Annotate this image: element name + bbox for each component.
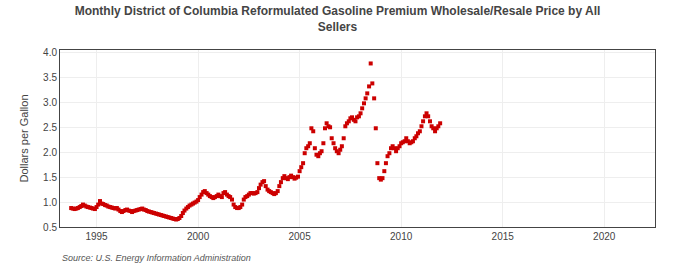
svg-text:2015: 2015: [492, 231, 515, 242]
svg-text:1.5: 1.5: [43, 172, 57, 183]
svg-text:4.0: 4.0: [43, 47, 57, 58]
svg-text:3.0: 3.0: [43, 97, 57, 108]
svg-text:2.5: 2.5: [43, 122, 57, 133]
svg-text:Source: U.S. Energy Informatio: Source: U.S. Energy Information Administ…: [62, 253, 251, 263]
svg-text:2020: 2020: [593, 231, 616, 242]
svg-text:2010: 2010: [390, 231, 413, 242]
svg-text:2.0: 2.0: [43, 147, 57, 158]
svg-text:2000: 2000: [187, 231, 210, 242]
svg-text:1995: 1995: [85, 231, 108, 242]
svg-text:3.5: 3.5: [43, 72, 57, 83]
svg-text:0.5: 0.5: [43, 222, 57, 233]
svg-text:Dollars per Gallon: Dollars per Gallon: [18, 94, 30, 182]
svg-text:1.0: 1.0: [43, 197, 57, 208]
svg-text:2005: 2005: [288, 231, 311, 242]
svg-text:Monthly District of Columbia R: Monthly District of Columbia Reformulate…: [75, 4, 601, 34]
